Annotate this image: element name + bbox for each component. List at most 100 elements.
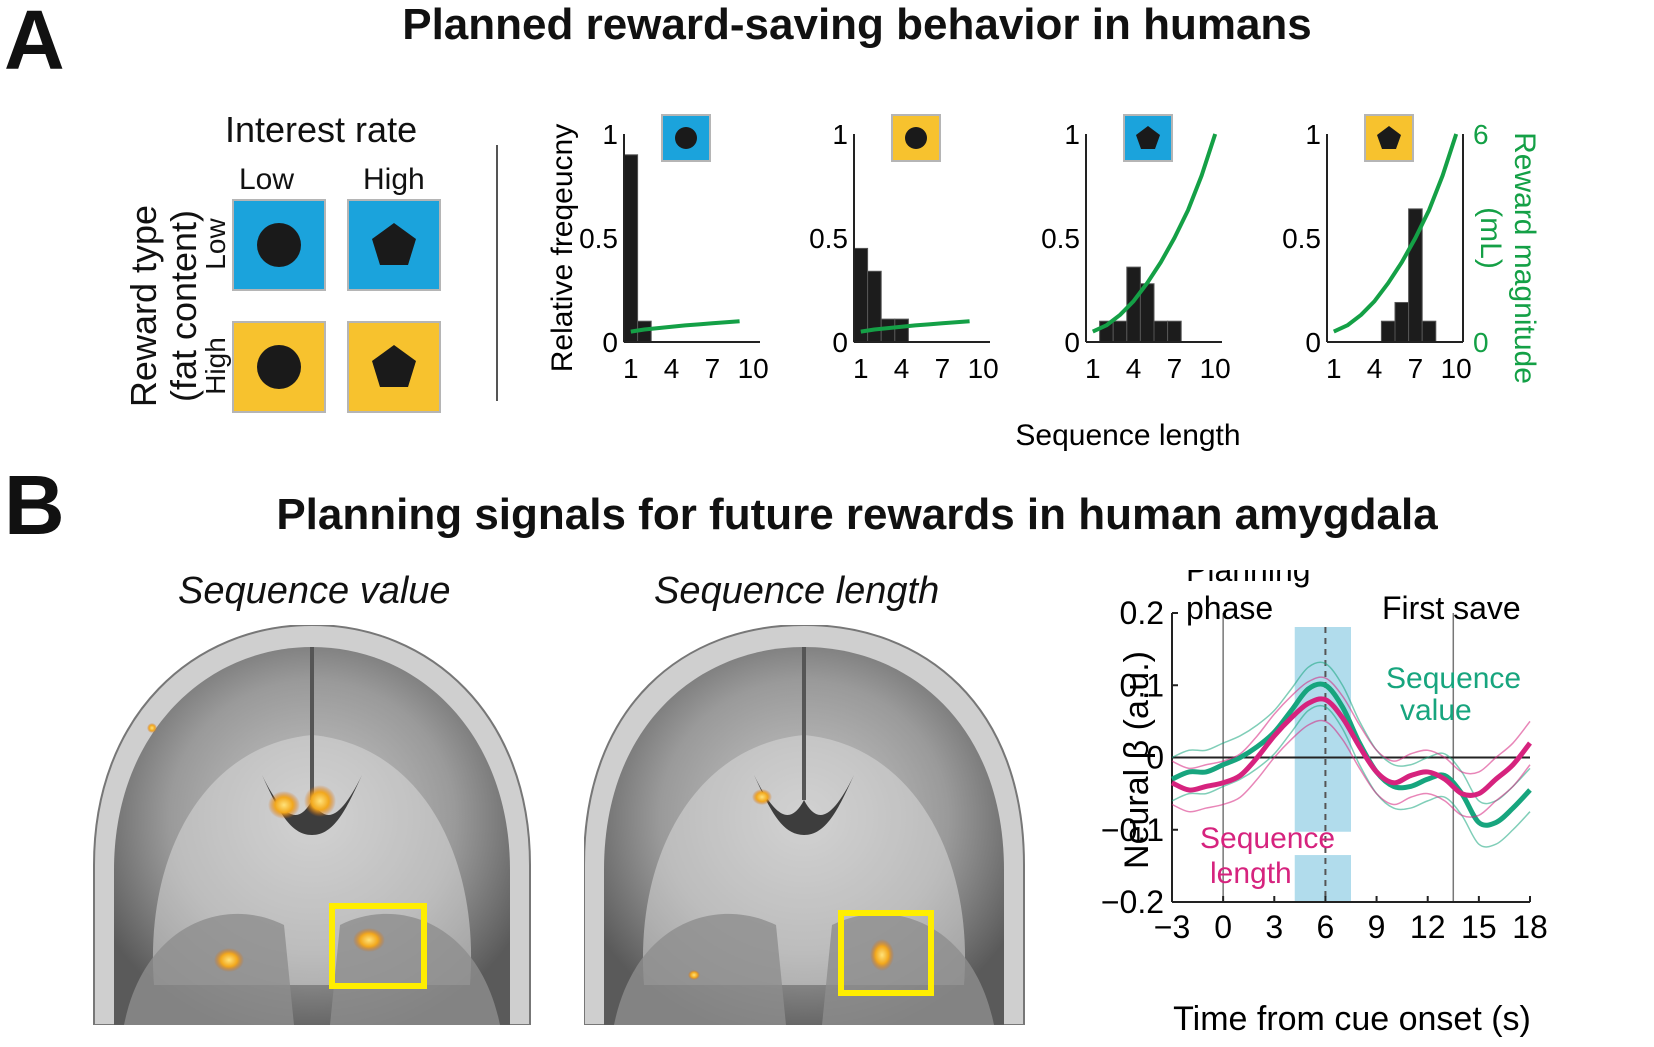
planning-phase-label-line1: Planning — [1186, 570, 1311, 588]
temporal-lobes — [614, 913, 994, 1025]
series-line — [1170, 681, 1532, 828]
histogram-subplot-3: 00.511 4 7 10 — [1041, 114, 1231, 384]
activation-blob — [147, 723, 157, 733]
histogram-bar — [1380, 320, 1396, 343]
circle-icon — [257, 345, 301, 389]
timecourse-ylabel: Neural β (a.u.) — [1118, 651, 1156, 869]
pentagon-icon — [1136, 126, 1160, 149]
series-sequence-length — [1170, 676, 1532, 818]
y-tick-label: 0 — [1064, 327, 1080, 358]
timecourse-chart: Neural β (a.u.) Time from cue onset (s) … — [1101, 570, 1548, 1038]
y-tick-label: 0.5 — [1041, 223, 1080, 254]
sequence-length-label-line1: Sequence — [1200, 822, 1335, 855]
hist-ylabel: Relative freqeucny — [546, 124, 579, 372]
reward-magnitude-curve — [860, 319, 970, 334]
x-tick-label: 7 — [1167, 353, 1183, 384]
planning-shade-lower — [1294, 855, 1351, 902]
design-col-label-high: High — [363, 163, 425, 196]
x-tick-label: 10 — [738, 353, 769, 384]
y-tick-label: −0.2 — [1101, 884, 1164, 920]
row-header-line1: Reward type — [123, 204, 164, 408]
x-tick-label: 7 — [1408, 353, 1424, 384]
y-tick-label: 0 — [602, 327, 618, 358]
amygdala-highlight-box — [838, 910, 934, 996]
cell-low-reward-high-interest — [347, 199, 441, 291]
pentagon-icon — [372, 223, 416, 265]
hist-xlabel: Sequence length — [1015, 419, 1240, 452]
timecourse-xlabel: Time from cue onset (s) — [1173, 1000, 1531, 1038]
histogram-bar — [623, 154, 639, 343]
x-tick-label: 4 — [894, 353, 910, 384]
series-sequence-value — [1170, 661, 1532, 848]
x-tick-label: 1 — [1085, 353, 1101, 384]
y-tick-label: 1 — [1305, 119, 1321, 150]
pentagon-icon — [372, 345, 416, 387]
activation-blob — [870, 939, 894, 971]
histogram-bar — [1421, 320, 1437, 343]
temporal-lobes — [124, 913, 500, 1025]
series-line — [1170, 696, 1532, 798]
sequence-value-label-line1: Sequence — [1386, 662, 1521, 695]
design-matrix — [232, 199, 441, 413]
y-tick-label: 1 — [602, 119, 618, 150]
brain-title-sequence-value: Sequence value — [178, 570, 451, 612]
y-tick-label: 0.1 — [1120, 667, 1164, 703]
panel-a-divider — [496, 145, 498, 401]
cell-high-reward-low-interest — [232, 321, 326, 413]
planning-shade — [1294, 627, 1351, 832]
brain-slice-sequence-length — [584, 625, 1025, 1025]
activation-blob — [752, 789, 772, 805]
activation-blob — [268, 791, 300, 819]
x-tick-label: 4 — [1367, 353, 1383, 384]
x-tick-label: 9 — [1368, 909, 1386, 945]
activation-blob — [214, 948, 244, 972]
histogram-charts: Relative freqeucny Sequence length Rewar… — [546, 114, 1541, 452]
design-col-label-low: Low — [239, 163, 295, 196]
x-tick-label: 10 — [1200, 353, 1231, 384]
histogram-bar — [894, 318, 909, 343]
y-tick-label: 1 — [1064, 119, 1080, 150]
histogram-bar — [1153, 320, 1169, 343]
reward-magnitude-curve — [1332, 133, 1459, 334]
reward-magnitude-curve — [1091, 133, 1218, 334]
right-y-tick-label: 0 — [1473, 327, 1489, 358]
x-tick-label: 18 — [1512, 909, 1548, 945]
first-save-label: First save — [1382, 590, 1521, 626]
y-tick-label: 0.5 — [809, 223, 848, 254]
brain-slice-sequence-value — [93, 625, 531, 1025]
x-tick-label: 7 — [935, 353, 951, 384]
sequence-value-label-line2: value — [1400, 694, 1472, 727]
histogram-bar — [1112, 320, 1128, 343]
y-tick-label: −0.1 — [1101, 812, 1164, 848]
right-ylabel-line1: Reward magnitude — [1508, 132, 1541, 384]
x-tick-label: −3 — [1154, 909, 1190, 945]
x-tick-label: 15 — [1461, 909, 1497, 945]
cell-low-reward-low-interest — [232, 199, 326, 291]
y-tick-label: 0.5 — [1282, 223, 1321, 254]
histogram-bar — [1167, 320, 1182, 343]
circle-icon — [257, 223, 301, 267]
histogram-bar — [1394, 301, 1410, 343]
x-tick-label: 0 — [1214, 909, 1232, 945]
design-row-header: Reward type (fat content) — [123, 126, 204, 486]
amygdala-highlight-box — [329, 903, 427, 989]
x-tick-label: 1 — [853, 353, 869, 384]
x-tick-label: 3 — [1265, 909, 1283, 945]
y-tick-label: 1 — [832, 119, 848, 150]
planning-phase-label-line2: phase — [1186, 590, 1273, 626]
pentagon-icon — [1377, 126, 1401, 149]
activation-blob — [304, 785, 336, 817]
error-band-line — [1171, 676, 1531, 775]
design-col-header: Interest rate — [225, 109, 418, 150]
reward-magnitude-curve — [630, 319, 740, 334]
x-tick-label: 4 — [664, 353, 680, 384]
y-tick-label: 0 — [832, 327, 848, 358]
x-tick-label: 4 — [1126, 353, 1142, 384]
right-ylabel-line2: (mL) — [1474, 207, 1507, 269]
circle-icon — [905, 127, 927, 149]
x-tick-label: 1 — [623, 353, 639, 384]
ventricles — [754, 775, 854, 835]
histogram-bar — [853, 247, 869, 343]
hist-right-ylabel: Reward magnitude(mL) — [1474, 132, 1541, 384]
x-tick-label: 7 — [705, 353, 721, 384]
